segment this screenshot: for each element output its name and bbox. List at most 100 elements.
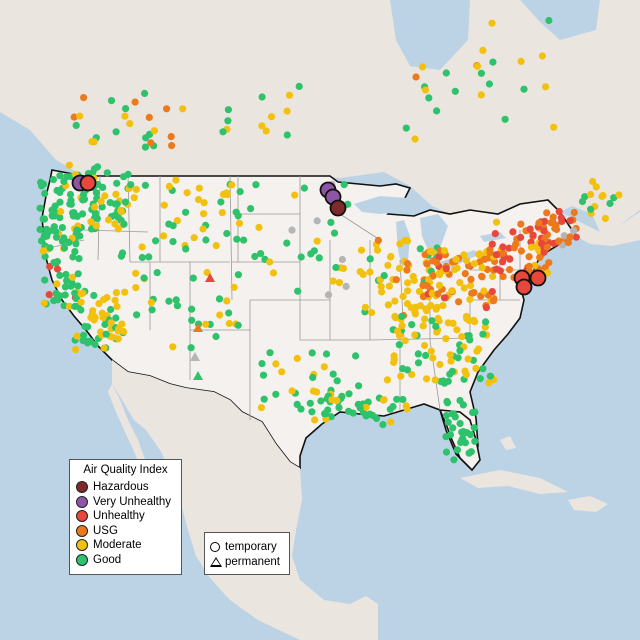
monitor-dot [433,303,441,311]
legend-row-moderate: Moderate [76,538,175,553]
monitor-dot [165,182,173,190]
monitor-dot [230,283,238,291]
monitor-dot [199,225,207,233]
monitor-dot [481,323,489,331]
monitor-dot [56,271,64,279]
monitor-dot [92,189,100,197]
monitor-dot [427,347,435,355]
monitor-dot [389,403,397,411]
monitor-dot [266,258,274,266]
monitor-dot [470,260,478,268]
monitor-dot [489,272,497,280]
monitor-dot [414,350,422,358]
monitor-dot [233,235,241,243]
high-aqi-marker [329,199,347,217]
monitor-dot [311,416,319,424]
monitor-dot [453,326,461,334]
monitor-dot [98,203,106,211]
monitor-dot [200,199,208,207]
monitor-dot [89,169,97,177]
monitor-dot [313,217,321,225]
monitor-dot [87,218,95,226]
monitor-dot [327,218,335,226]
monitor-dot [419,63,427,71]
monitor-dot [330,229,339,237]
monitor-dot [385,282,393,290]
monitor-dot [606,199,614,208]
monitor-dot [419,322,427,330]
monitor-dot [545,16,553,25]
monitor-dot [520,85,528,93]
monitor-dot [183,189,191,197]
monitor-dot [74,270,82,278]
monitor-dot [599,191,607,200]
monitor-dot [113,302,121,311]
monitor-dot [387,418,395,426]
monitor-dot [411,310,419,318]
monitor-dot [435,281,444,289]
monitor-dot [165,297,173,305]
monitor-dot [452,255,460,264]
monitor-dot [416,245,424,253]
permanent-monitor-marker [205,273,215,282]
monitor-dot [215,295,224,303]
monitor-dot [141,89,149,97]
monitor-dot [297,253,305,261]
monitor-dot [145,253,153,261]
monitor-dot [489,58,497,66]
monitor-dot [121,112,129,120]
usg-swatch [76,524,88,537]
monitor-dot [421,315,429,323]
monitor-dot [479,330,487,338]
monitor-dot [169,238,177,246]
monitor-dot [471,437,479,445]
monitor-dot [517,233,525,241]
monitor-dot [437,377,445,386]
monitor-dot [322,410,330,418]
monitor-dot [291,191,299,199]
monitor-dot [203,268,211,277]
monitor-dot [189,274,197,282]
monitor-dot [492,251,500,259]
legend-row-very-unhealthy: Very Unhealthy [76,495,175,510]
monitor-dot [379,396,388,404]
monitor-dot [293,400,301,408]
monitor-dot [466,282,475,290]
monitor-dot [293,354,301,362]
monitor-dot [469,408,477,417]
monitor-dot [505,244,513,252]
monitor-dot [450,410,458,418]
monitor-dot [425,94,433,102]
monitor-dot [317,397,325,405]
monitor-dot [448,287,456,295]
monitor-dot [130,194,138,202]
monitor-dot [447,357,455,365]
monitor-dot [472,364,480,372]
monitor-dot [71,302,79,311]
monitor-dot [283,107,291,115]
monitor-dot [194,196,203,204]
monitor-dot [378,288,386,296]
monitor-dot [107,97,116,105]
monitor-dot [557,214,565,222]
monitor-dot [467,448,475,456]
monitor-dot [147,139,155,147]
monitor-dot [200,210,208,218]
monitor-dot [392,276,400,284]
monitor-dot [168,142,176,150]
monitor-dot [52,228,60,236]
monitor-dot [525,253,533,261]
monitor-dot [283,239,291,247]
monitor-dot [88,138,96,146]
monitor-dot [398,322,406,330]
monitor-dot [395,264,404,272]
monitor-dot [464,355,472,363]
monitor-dot [450,266,459,274]
monitor-markers [36,16,623,464]
monitor-dot [133,311,141,319]
baja-california [108,384,150,480]
monitor-dot [121,288,129,296]
monitor-dot [131,98,139,106]
monitor-dot [478,264,486,272]
monitor-dot [66,190,75,199]
